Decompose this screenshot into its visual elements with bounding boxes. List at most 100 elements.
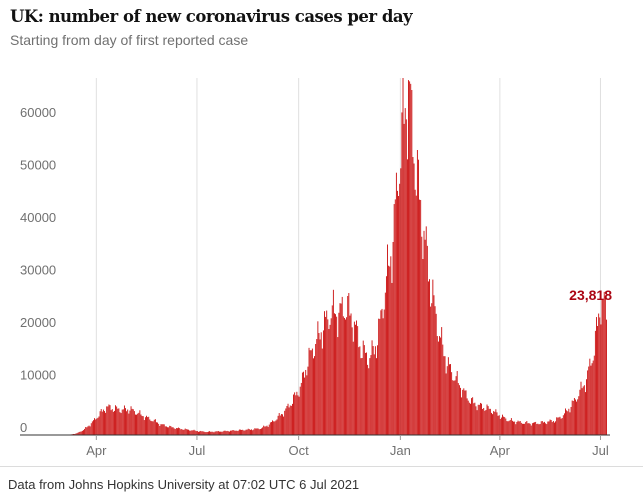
bar: [102, 409, 104, 435]
bar: [341, 296, 343, 435]
bar: [89, 426, 91, 435]
bar: [174, 429, 176, 435]
bar: [381, 308, 383, 435]
bar: [154, 419, 156, 435]
bar: [192, 430, 194, 435]
bar: [364, 352, 366, 435]
bar: [351, 327, 353, 435]
y-tick-label: 0: [20, 420, 27, 435]
bar: [165, 426, 167, 435]
bar: [334, 313, 335, 435]
bar: [590, 365, 592, 435]
annotation: 23,818: [569, 287, 612, 303]
x-tick-label: Apr: [490, 443, 511, 458]
bar: [370, 355, 372, 435]
bar: [366, 352, 367, 435]
bar: [561, 418, 563, 435]
bar: [571, 400, 573, 435]
bar: [397, 190, 398, 435]
bar: [377, 345, 379, 435]
bar: [104, 411, 105, 435]
bar: [241, 429, 243, 435]
bar: [432, 279, 434, 435]
bar: [164, 426, 166, 435]
bar: [295, 395, 297, 435]
bar: [384, 292, 386, 435]
bar: [246, 429, 248, 435]
bar: [107, 406, 109, 435]
bar: [347, 296, 349, 435]
bar: [491, 412, 492, 435]
bar: [205, 432, 207, 435]
bar: [588, 366, 590, 435]
bar-chart: 0 10000 20000 30000 40000 50000 60000 Apr Jul Oc…: [20, 78, 612, 458]
bar: [405, 119, 407, 436]
bar: [322, 330, 324, 435]
bar: [514, 421, 516, 435]
bar: [536, 423, 538, 435]
bar: [183, 429, 185, 435]
x-tick-label: Oct: [289, 443, 310, 458]
bar: [301, 372, 303, 435]
bar: [510, 418, 512, 435]
bar: [426, 245, 428, 435]
bar: [471, 398, 472, 435]
bar: [210, 431, 212, 435]
bar: [520, 422, 522, 435]
bar: [180, 429, 182, 435]
bar: [390, 256, 392, 435]
bar: [73, 433, 74, 435]
bar: [598, 313, 600, 435]
bar: [269, 422, 271, 435]
bar: [517, 420, 519, 435]
bar: [189, 430, 191, 435]
bar: [512, 420, 513, 435]
bar: [123, 405, 125, 435]
bar: [495, 409, 497, 435]
bar: [185, 429, 187, 435]
bar: [368, 368, 370, 435]
bar: [307, 366, 309, 435]
bar: [85, 427, 87, 435]
bar: [545, 423, 547, 435]
bar: [446, 366, 448, 435]
bar: [546, 424, 548, 435]
bar: [357, 326, 359, 435]
bar: [508, 420, 510, 435]
bar: [238, 429, 240, 435]
bar: [502, 414, 503, 435]
bar: [202, 431, 204, 435]
y-tick-label: 20000: [20, 315, 56, 330]
bar: [276, 419, 278, 435]
bar: [296, 391, 298, 435]
bar: [484, 410, 486, 435]
bar: [504, 417, 506, 435]
bar: [117, 408, 119, 435]
bar: [439, 336, 440, 435]
bar: [206, 432, 208, 435]
bar: [326, 310, 328, 435]
x-tick-label: Apr: [86, 443, 107, 458]
bar: [321, 348, 323, 435]
bar: [352, 341, 354, 435]
bar: [516, 421, 518, 435]
bar: [428, 281, 429, 435]
bar: [277, 415, 279, 435]
bar: [361, 357, 363, 435]
bar: [116, 406, 118, 435]
bar: [499, 418, 501, 435]
bar: [445, 373, 447, 435]
latest-value-label: 23,818: [569, 287, 612, 303]
bar: [476, 410, 478, 435]
bar: [482, 408, 484, 435]
bar: [343, 317, 345, 435]
bar: [240, 429, 241, 435]
bar: [353, 321, 355, 435]
bar: [534, 422, 535, 435]
bar: [248, 429, 250, 435]
bar: [120, 413, 122, 435]
bar: [422, 259, 424, 435]
bar: [498, 415, 500, 435]
bar: [98, 416, 100, 435]
bar: [461, 397, 463, 435]
